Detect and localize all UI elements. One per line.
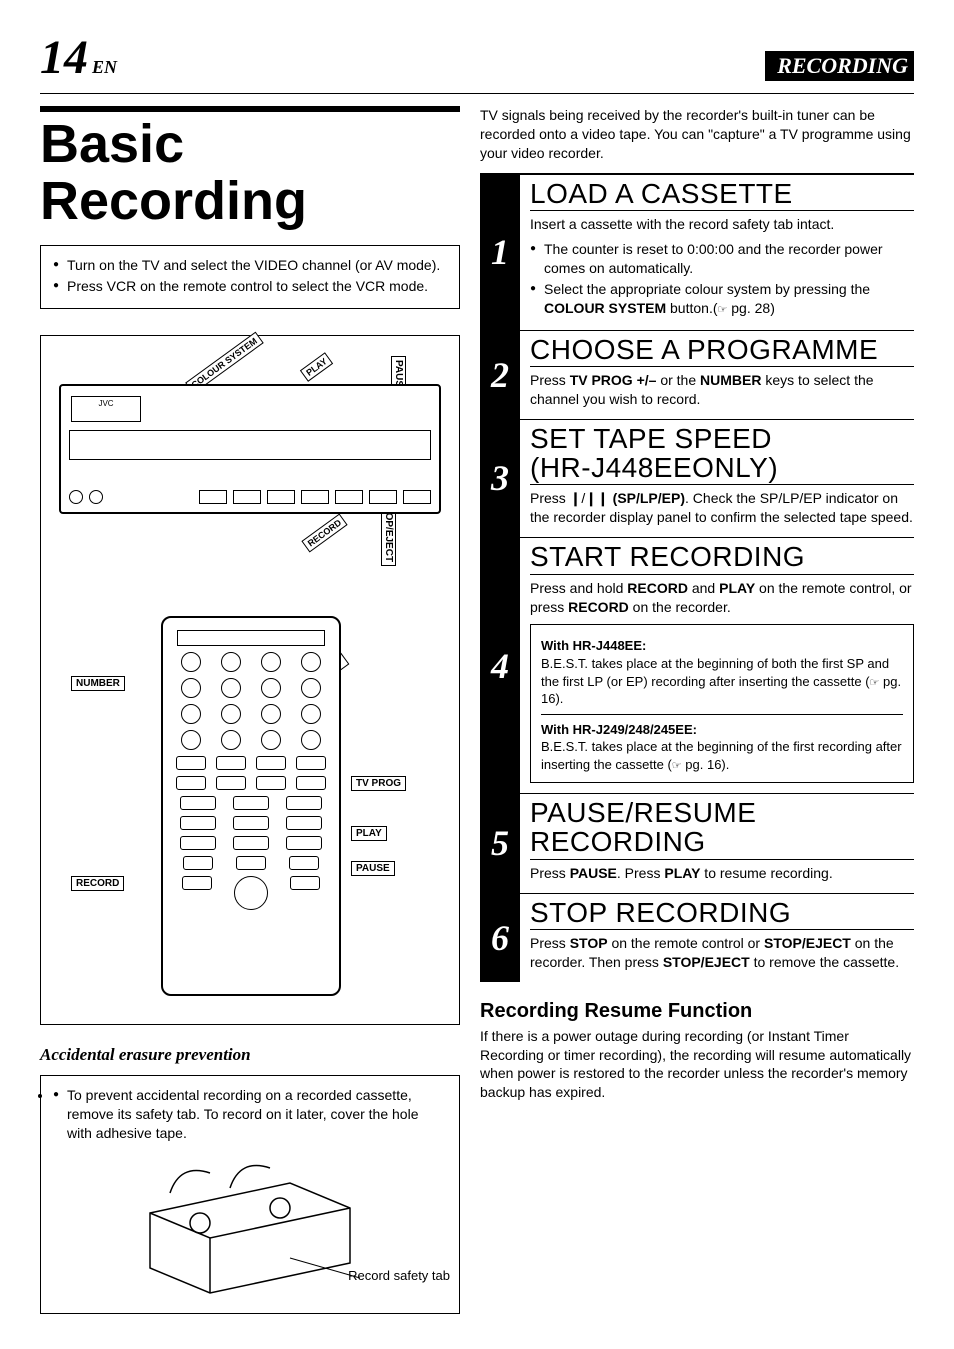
page-number: 14 [40,31,88,84]
vcr-buttons [69,490,431,504]
note-text: B.E.S.T. takes place at the beginning of… [541,738,903,773]
step-3: 3 SET TAPE SPEED(HR-J448EEONLY) Press ❙/… [480,419,914,538]
step-title: LOAD A CASSETTE [530,179,914,211]
step-body-text: Press TV PROG +/– or the NUMBER keys to … [530,371,914,409]
page-header: 14 EN RECORDING [40,30,914,85]
record-safety-tab-label: Record safety tab [348,1268,450,1283]
page-number-block: 14 EN [40,30,117,85]
step-number: 3 [480,420,520,538]
page-number-suffix: EN [92,57,117,77]
step-sub-bullet: The counter is reset to 0:00:00 and the … [530,240,914,278]
vcr-button-icon [267,490,295,504]
step-body-text: Press ❙/❙❙ (SP/LP/EP). Check the SP/LP/E… [530,489,914,527]
callout-pause-remote: PAUSE [351,861,395,876]
remote-illustration [161,616,341,996]
step-title: PAUSE/RESUMERECORDING [530,798,914,860]
vcr-button-icon [199,490,227,504]
step-5: 5 PAUSE/RESUMERECORDING Press PAUSE. Pre… [480,793,914,893]
step-number: 4 [480,538,520,793]
title-rule [40,106,460,112]
vcr-brand-label: JVC [71,396,141,422]
vcr-button-icon [233,490,261,504]
vcr-button-icon [335,490,363,504]
intro-paragraph: TV signals being received by the recorde… [480,106,914,163]
cassette-slot-icon [69,430,431,460]
resume-body: If there is a power outage during record… [480,1027,914,1103]
vcr-button-icon [403,490,431,504]
intro-bullet: Turn on the TV and select the VIDEO chan… [53,256,447,275]
step-6: 6 STOP RECORDING Press STOP on the remot… [480,893,914,982]
pointer-icon: ☞ [672,760,682,772]
vcr-button-icon [89,490,103,504]
accidental-box: To prevent accidental recording on a rec… [40,1075,460,1314]
step-4: 4 START RECORDING Press and hold RECORD … [480,537,914,793]
callout-tv-prog-remote: TV PROG [351,776,406,791]
vcr-button-icon [369,490,397,504]
vcr-button-icon [301,490,329,504]
step-1: 1 LOAD A CASSETTE Insert a cassette with… [480,174,914,330]
diagram-box: COLOUR SYSTEM PLAY PAUSE TV PROG RECORD … [40,335,460,1025]
header-rule [40,93,914,94]
vcr-illustration: JVC [59,384,441,514]
note-box: With HR-J448EE: B.E.S.T. takes place at … [530,624,914,782]
note-text: B.E.S.T. takes place at the beginning of… [541,655,903,708]
step-title: SET TAPE SPEED(HR-J448EEONLY) [530,424,914,486]
remote-display-icon [177,630,325,646]
step-title: CHOOSE A PROGRAMME [530,335,914,367]
callout-play: PLAY [300,352,333,382]
resume-heading: Recording Resume Function [480,1000,914,1023]
accidental-heading: Accidental erasure prevention [40,1045,460,1065]
callout-record-remote: RECORD [71,876,124,891]
step-number: 5 [480,794,520,893]
note-subhead: With HR-J448EE: [541,637,903,655]
step-number: 1 [480,175,520,330]
step-number: 2 [480,331,520,419]
callout-number: NUMBER [71,676,125,691]
step-body-text: Insert a cassette with the record safety… [530,215,914,234]
vcr-button-icon [69,490,83,504]
pointer-icon: ☞ [718,304,728,316]
step-sub-bullet: Select the appropriate colour system by … [530,280,914,318]
section-tag: RECORDING [765,51,914,81]
accidental-body: To prevent accidental recording on a rec… [53,1086,447,1143]
callout-record: RECORD [301,514,347,553]
note-subhead: With HR-J249/248/245EE: [541,721,903,739]
step-title: STOP RECORDING [530,898,914,930]
step-body-text: Press PAUSE. Press PLAY to resume record… [530,864,914,883]
step-number: 6 [480,894,520,982]
pointer-icon: ☞ [870,677,880,689]
step-body-text: Press STOP on the remote control or STOP… [530,934,914,972]
step-2: 2 CHOOSE A PROGRAMME Press TV PROG +/– o… [480,330,914,419]
cassette-illustration: Record safety tab [110,1153,390,1303]
intro-bullet: Press VCR on the remote control to selec… [53,277,447,296]
callout-play-remote: PLAY [351,826,387,841]
step-body-text: Press and hold RECORD and PLAY on the re… [530,579,914,617]
step-title: START RECORDING [530,542,914,574]
main-title: Basic Recording [40,116,460,229]
intro-box: Turn on the TV and select the VIDEO chan… [40,245,460,309]
